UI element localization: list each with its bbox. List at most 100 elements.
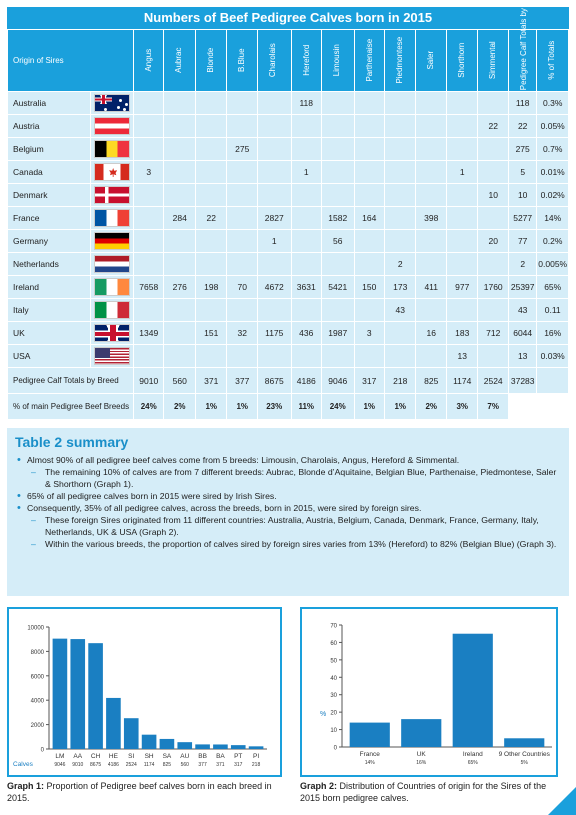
breed-count-cell <box>290 298 322 322</box>
y-axis-label: % <box>320 711 326 718</box>
summary-list: Almost 90% of all pedigree beef calves c… <box>15 454 561 550</box>
flag-cell <box>90 229 134 253</box>
breed-count-cell <box>132 137 165 161</box>
breed-count-cell: 1349 <box>132 321 165 345</box>
breed-count-cell <box>194 137 228 161</box>
row-total-cell: 13 <box>507 344 538 368</box>
breed-count-cell <box>383 183 417 207</box>
breed-count-cell <box>477 91 509 115</box>
flag-cell <box>90 91 134 115</box>
breed-count-cell <box>353 229 385 253</box>
breed-percent-cell: 11% <box>290 393 322 420</box>
breed-count-cell <box>194 183 228 207</box>
breed-count-cell <box>132 229 165 253</box>
breed-header-label: Limousin <box>331 44 341 77</box>
chart-bar <box>349 722 390 747</box>
breed-total-cell: 1174 <box>445 367 479 394</box>
breed-count-cell <box>163 183 196 207</box>
breed-count-cell <box>477 137 509 161</box>
breed-count-cell <box>226 160 258 184</box>
breed-count-cell <box>415 229 447 253</box>
breed-count-cell: 22 <box>194 206 228 230</box>
breed-count-cell: 4672 <box>256 275 292 299</box>
breed-count-cell: 13 <box>445 344 479 368</box>
country-name: Italy <box>6 298 92 322</box>
table-row: USA 13 13 0.03% <box>6 344 569 368</box>
breed-count-cell <box>163 298 196 322</box>
breed-header-label: Blonde <box>205 48 215 73</box>
italy-flag-icon <box>94 301 131 319</box>
breed-percent-cell: 24% <box>132 393 165 420</box>
union-jack-shape <box>95 95 113 104</box>
flag-cell <box>90 344 134 368</box>
y-tick-label: 20 <box>330 711 337 717</box>
flag-cell <box>90 137 134 161</box>
breed-count-cell <box>320 252 355 276</box>
breed-count-cell <box>163 114 196 138</box>
table-row: Australia 118 118 0.3% <box>6 91 569 115</box>
table-row: France 284 22 2827 1582 164 398 5277 14% <box>6 206 569 230</box>
row-pct-cell: 65% <box>536 275 569 299</box>
y-tick-label: 10000 <box>27 626 44 632</box>
breed-count-cell <box>290 183 322 207</box>
table-row: Belgium 275 275 0.7% <box>6 137 569 161</box>
breed-total-cell: 9010 <box>132 367 165 394</box>
breed-count-cell <box>445 229 479 253</box>
breed-total-cell: 560 <box>163 367 196 394</box>
country-name: Austria <box>6 114 92 138</box>
breed-count-cell <box>353 160 385 184</box>
summary-heading: Table 2 summary <box>15 434 129 450</box>
breed-header: Angus <box>132 29 165 92</box>
breed-count-cell: 7658 <box>132 275 165 299</box>
breed-count-cell: 977 <box>445 275 479 299</box>
breed-total-cell: 4186 <box>290 367 322 394</box>
breed-count-cell <box>226 344 258 368</box>
breed-count-cell <box>132 344 165 368</box>
breed-count-cell <box>132 91 165 115</box>
row-total-cell: 10 <box>507 183 538 207</box>
row-total-cell: 5 <box>507 160 538 184</box>
row-total-cell: 25397 <box>507 275 538 299</box>
empty-cell <box>507 393 538 420</box>
row-total-cell: 22 <box>507 114 538 138</box>
star-shape <box>119 99 123 102</box>
breed-total-cell: 218 <box>383 367 417 394</box>
breed-count-cell <box>163 160 196 184</box>
breed-count-cell <box>320 114 355 138</box>
breed-header: Aubrac <box>163 29 196 92</box>
country-name: Denmark <box>6 183 92 207</box>
breed-count-cell <box>194 160 228 184</box>
breed-total-cell: 825 <box>415 367 447 394</box>
breed-count-cell <box>445 114 479 138</box>
row-pct-cell: 0.005% <box>536 252 569 276</box>
y-tick-label: 70 <box>330 624 337 630</box>
maple-leaf-shape <box>109 168 118 177</box>
value-label: 218 <box>252 762 261 768</box>
netherlands-flag-icon <box>94 255 131 273</box>
breed-count-cell <box>132 298 165 322</box>
chart-bar <box>248 746 264 749</box>
australia-flag-icon <box>94 94 131 112</box>
chart-bar <box>452 633 493 747</box>
breed-total-cell: 2524 <box>477 367 509 394</box>
y-tick-label: 60 <box>330 641 337 647</box>
breed-count-cell <box>353 114 385 138</box>
breed-count-cell <box>353 137 385 161</box>
row-total-cell: 43 <box>507 298 538 322</box>
breed-count-cell <box>415 91 447 115</box>
breed-header: Shorthorn <box>445 29 479 92</box>
breed-count-cell: 1582 <box>320 206 355 230</box>
row-pct-cell: 0.01% <box>536 160 569 184</box>
breed-count-cell <box>226 206 258 230</box>
breed-count-cell <box>415 137 447 161</box>
breed-count-cell <box>132 114 165 138</box>
breed-count-cell <box>477 160 509 184</box>
breed-header-label: Shorthorn <box>456 42 466 79</box>
breed-count-cell: 398 <box>415 206 447 230</box>
y-tick-label: 4000 <box>31 699 45 705</box>
breed-header-label: Angus <box>143 49 153 72</box>
canada-flag-icon <box>94 163 131 181</box>
row-pct-cell: 0.03% <box>536 344 569 368</box>
x-category-label: 9 Other Countries <box>499 751 551 758</box>
graph-2-box: 0 10 20 30 40 50 60 70 France 14% UK 16% Ireland 65% 9… <box>300 607 558 777</box>
